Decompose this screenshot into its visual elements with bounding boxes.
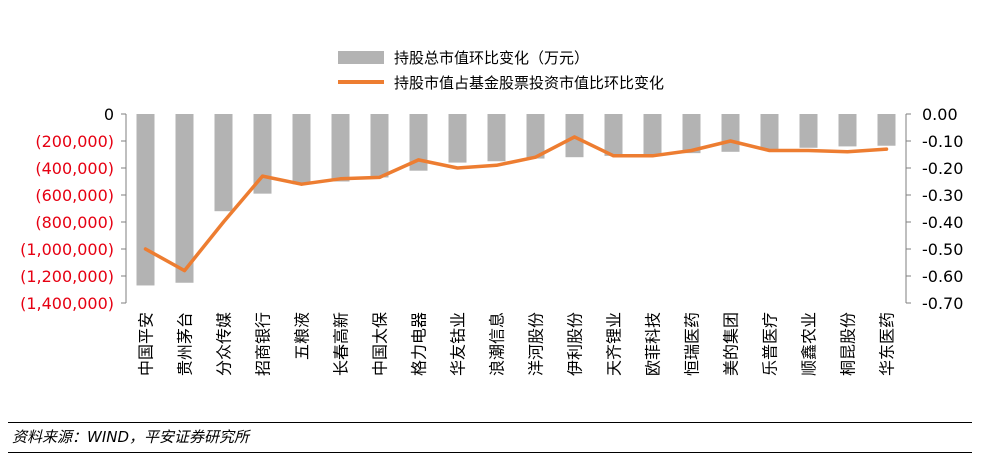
category-label: 贵州茅台 xyxy=(176,312,195,376)
right-tick-label: -0.60 xyxy=(922,267,963,286)
line-point-1 xyxy=(144,247,147,251)
category-label: 美的集团 xyxy=(722,312,741,376)
line-point-14 xyxy=(651,154,654,158)
bar-10 xyxy=(487,114,506,162)
bar-18 xyxy=(799,114,818,148)
source-rule-top xyxy=(8,422,972,423)
category-label: 格力电器 xyxy=(410,312,429,376)
right-tick-label: -0.30 xyxy=(922,186,963,205)
legend-bar-label: 持股总市值环比变化（万元） xyxy=(394,49,589,67)
line-point-2 xyxy=(183,269,186,273)
left-tick-label: (800,000) xyxy=(35,213,114,232)
bar-3 xyxy=(214,114,233,212)
line-point-6 xyxy=(339,177,342,181)
line-point-10 xyxy=(495,163,498,167)
right-tick-label: -0.40 xyxy=(922,213,963,232)
right-tick-label: 0.00 xyxy=(922,105,958,124)
bar-14 xyxy=(643,114,662,156)
bar-8 xyxy=(409,114,428,171)
line-point-15 xyxy=(690,148,693,152)
category-label: 浪潮信息 xyxy=(488,312,507,376)
line-point-11 xyxy=(534,155,537,159)
line-point-13 xyxy=(612,154,615,158)
line-point-4 xyxy=(261,174,264,178)
bar-6 xyxy=(331,114,350,182)
bar-20 xyxy=(877,114,896,146)
category-label: 招商银行 xyxy=(254,312,273,376)
category-label: 五粮液 xyxy=(293,312,312,360)
right-tick-label: -0.20 xyxy=(922,159,963,178)
line-point-9 xyxy=(456,166,459,170)
line-point-3 xyxy=(222,220,225,224)
line-point-20 xyxy=(885,147,888,151)
bar-4 xyxy=(253,114,272,194)
left-tick-label: (400,000) xyxy=(35,159,114,178)
left-tick-label: (1,200,000) xyxy=(20,267,114,286)
bar-series xyxy=(136,114,896,286)
bar-15 xyxy=(682,114,701,154)
bar-13 xyxy=(604,114,623,156)
legend: 持股总市值环比变化（万元） 持股市值占基金股票投资市值比环比变化 xyxy=(338,49,664,92)
left-tick-label: (600,000) xyxy=(35,186,114,205)
category-label: 华友钴业 xyxy=(449,312,468,376)
category-labels: 中国平安 贵州茅台 分众传媒 招商银行 五粮液 长春高新 中国太保 格力电器 华友钴业 浪潮信息 洋… xyxy=(137,312,897,376)
bar-1 xyxy=(136,114,155,286)
right-tick-label: -0.10 xyxy=(922,132,963,151)
category-label: 分众传媒 xyxy=(215,312,234,376)
right-tick-label: -0.50 xyxy=(922,240,963,259)
line-path xyxy=(143,135,889,273)
bar-11 xyxy=(526,114,545,159)
line-point-16 xyxy=(729,139,732,143)
category-label: 洋河股份 xyxy=(527,312,546,376)
category-label: 顺鑫农业 xyxy=(800,312,819,376)
axes: 0 (200,000) (400,000) (600,000) (800,000) (1,… xyxy=(20,105,963,313)
line-point-8 xyxy=(417,158,420,162)
line-point-12 xyxy=(573,135,576,139)
source-note: 资料来源：WIND，平安证券研究所 xyxy=(12,428,250,446)
bar-5 xyxy=(292,114,311,185)
left-tick-label: (200,000) xyxy=(35,132,114,151)
category-label: 长春高新 xyxy=(332,312,351,376)
category-label: 中国太保 xyxy=(371,312,390,376)
bar-2 xyxy=(175,114,194,283)
category-label: 华东医药 xyxy=(878,312,897,376)
bar-16 xyxy=(721,114,740,152)
legend-bar-swatch xyxy=(338,51,384,64)
left-tick-label: 0 xyxy=(104,105,114,124)
left-tick-label: (1,000,000) xyxy=(20,240,114,259)
chart: 持股总市值环比变化（万元） 持股市值占基金股票投资市值比环比变化 0 (200,00… xyxy=(20,49,963,376)
category-label: 乐普医疗 xyxy=(761,312,780,376)
line-point-17 xyxy=(768,148,771,152)
legend-line-label: 持股市值占基金股票投资市值比环比变化 xyxy=(394,74,664,92)
line-series xyxy=(143,135,889,273)
line-point-19 xyxy=(846,150,849,154)
category-label: 伊利股份 xyxy=(566,312,585,376)
category-label: 欧菲科技 xyxy=(644,312,663,376)
category-label: 天齐锂业 xyxy=(605,312,624,376)
line-point-18 xyxy=(807,148,810,152)
line-point-7 xyxy=(378,175,381,179)
line-point-5 xyxy=(300,182,303,186)
bar-19 xyxy=(838,114,857,147)
category-label: 中国平安 xyxy=(137,312,156,376)
bar-17 xyxy=(760,114,779,150)
left-tick-label: (1,400,000) xyxy=(20,294,114,313)
bar-9 xyxy=(448,114,467,163)
category-label: 桐昆股份 xyxy=(839,312,858,376)
right-tick-label: -0.70 xyxy=(922,294,963,313)
bar-7 xyxy=(370,114,389,178)
source-rule-bottom xyxy=(8,452,972,453)
category-label: 恒瑞医药 xyxy=(683,312,702,376)
